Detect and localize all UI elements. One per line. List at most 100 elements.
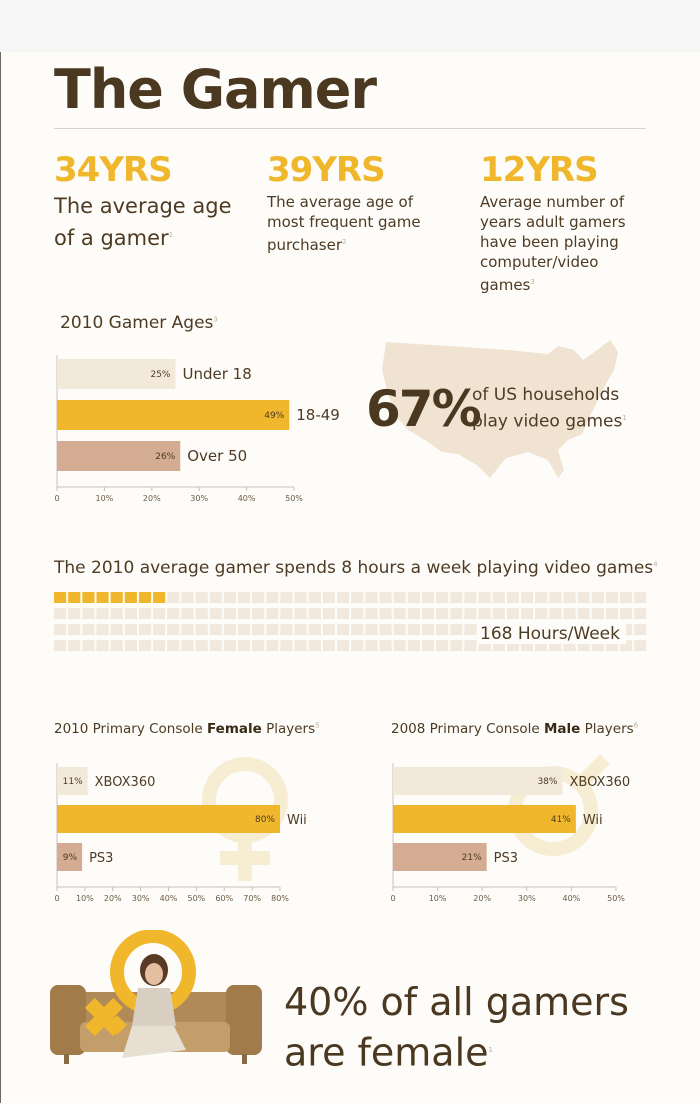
hour-cell: [138, 592, 152, 603]
hour-cell: [209, 592, 222, 603]
category-label: XBOX360: [569, 775, 630, 790]
stat-value: 34YRS: [54, 150, 173, 190]
hour-cell: [153, 624, 166, 635]
hour-cell: [252, 592, 265, 603]
hour-cell: [351, 640, 364, 651]
hour-cell: [223, 592, 236, 603]
x-tick-label: 60%: [215, 894, 233, 903]
hour-cell: [506, 608, 519, 619]
bar: [393, 767, 563, 795]
title-divider: [54, 128, 646, 129]
title-part: 2008 Primary Console: [391, 721, 544, 737]
footnote: 1: [622, 414, 627, 422]
x-tick-label: 30%: [518, 894, 536, 903]
hour-cell: [294, 640, 307, 651]
hour-cell: [266, 640, 279, 651]
hour-cell: [195, 608, 208, 619]
hours-per-week-label: 168 Hours/Week: [478, 624, 626, 644]
bar: [57, 805, 280, 833]
hour-cell: [605, 592, 619, 603]
stat-purchaser-age: 39YRS The average age of most frequent g…: [267, 150, 437, 255]
hour-cell: [563, 640, 576, 651]
left-border: [0, 52, 1, 1103]
x-tick-label: 20%: [104, 894, 122, 903]
hour-cell: [563, 608, 576, 619]
hour-cell: [421, 592, 435, 603]
bar-value-label: 11%: [63, 777, 83, 787]
hour-cell: [195, 640, 208, 651]
hour-cell: [620, 608, 633, 619]
stat-text-content: The average age of most frequent game pu…: [267, 193, 421, 254]
x-tick-label: 40%: [563, 894, 581, 903]
stat-value: 39YRS: [267, 150, 386, 190]
hour-cell: [450, 640, 463, 651]
hour-cell: [82, 624, 95, 635]
female-gamer-illustration: [50, 930, 262, 1064]
hour-cell: [167, 640, 180, 651]
hour-cell: [138, 640, 152, 651]
hour-cell: [252, 624, 265, 635]
hour-cell: [266, 608, 279, 619]
hour-cell: [634, 624, 647, 635]
title-bold: Male: [544, 721, 581, 737]
hour-cell: [266, 624, 279, 635]
female-console-title: 2010 Primary Console Female Players5: [54, 721, 320, 737]
hour-cell: [365, 608, 378, 619]
hour-cell: [436, 592, 449, 603]
hour-cell: [124, 608, 137, 619]
hour-cell: [506, 640, 519, 651]
category-label: PS3: [89, 851, 113, 866]
bar-value-label: 25%: [150, 370, 170, 380]
stat-value: 12YRS: [480, 150, 599, 190]
hour-cell: [54, 592, 67, 603]
hour-cell: [337, 592, 350, 603]
hour-cell: [195, 592, 208, 603]
households-text: of US households play video games1: [472, 384, 632, 434]
bar: [393, 843, 487, 871]
hour-cell: [450, 624, 463, 635]
hour-cell: [591, 640, 604, 651]
x-tick-label: 30%: [132, 894, 150, 903]
hour-cell: [365, 624, 378, 635]
title-part: Players: [261, 721, 316, 737]
x-tick-label: 20%: [473, 894, 491, 903]
stat-text-content: The average age of a gamer: [54, 194, 232, 250]
hour-cell: [520, 608, 534, 619]
hour-cell: [280, 624, 293, 635]
hour-cell: [138, 624, 152, 635]
households-percent: 67%: [366, 380, 482, 438]
hour-cell: [337, 624, 350, 635]
hour-cell: [492, 608, 505, 619]
hour-cell: [577, 592, 590, 603]
hour-cell: [464, 608, 477, 619]
hour-cell: [237, 640, 251, 651]
hour-cell: [153, 640, 166, 651]
bar-value-label: 21%: [462, 853, 482, 863]
hour-cell: [535, 608, 548, 619]
male-console-title: 2008 Primary Console Male Players6: [391, 721, 638, 737]
hour-cell: [96, 640, 109, 651]
hour-cell: [82, 640, 95, 651]
bar-value-label: 80%: [255, 815, 275, 825]
hour-cell: [591, 592, 604, 603]
hour-cell: [96, 608, 109, 619]
hour-cell: [535, 592, 548, 603]
hour-cell: [153, 592, 166, 603]
hour-cell: [308, 592, 321, 603]
hour-cell: [96, 592, 109, 603]
page-title: The Gamer: [54, 58, 377, 121]
bar-value-label: 26%: [155, 452, 175, 462]
stat-text-content: Average number of years adult gamers hav…: [480, 193, 626, 294]
hour-cell: [181, 592, 194, 603]
female-gamers-text: 40% of all gamers are female1: [284, 978, 644, 1077]
hour-cell: [223, 640, 236, 651]
category-label: Wii: [287, 813, 307, 828]
hours-title-text: The 2010 average gamer spends 8 hours a …: [54, 558, 654, 578]
x-tick-label: 0: [54, 494, 59, 503]
category-label: Wii: [583, 813, 603, 828]
hour-cell: [322, 624, 336, 635]
hour-cell: [337, 640, 350, 651]
x-tick-label: 50%: [187, 894, 205, 903]
x-tick-label: 50%: [607, 894, 625, 903]
male-console-chart: 0 10% 20% 30% 40% 50% 38% XBOX360 41% Wii 21% PS3: [390, 763, 630, 903]
